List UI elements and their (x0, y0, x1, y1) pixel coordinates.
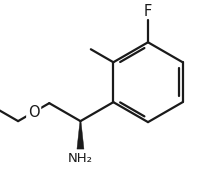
Text: F: F (144, 4, 152, 19)
Polygon shape (77, 121, 84, 149)
Text: NH₂: NH₂ (68, 152, 93, 165)
Text: O: O (28, 105, 40, 120)
